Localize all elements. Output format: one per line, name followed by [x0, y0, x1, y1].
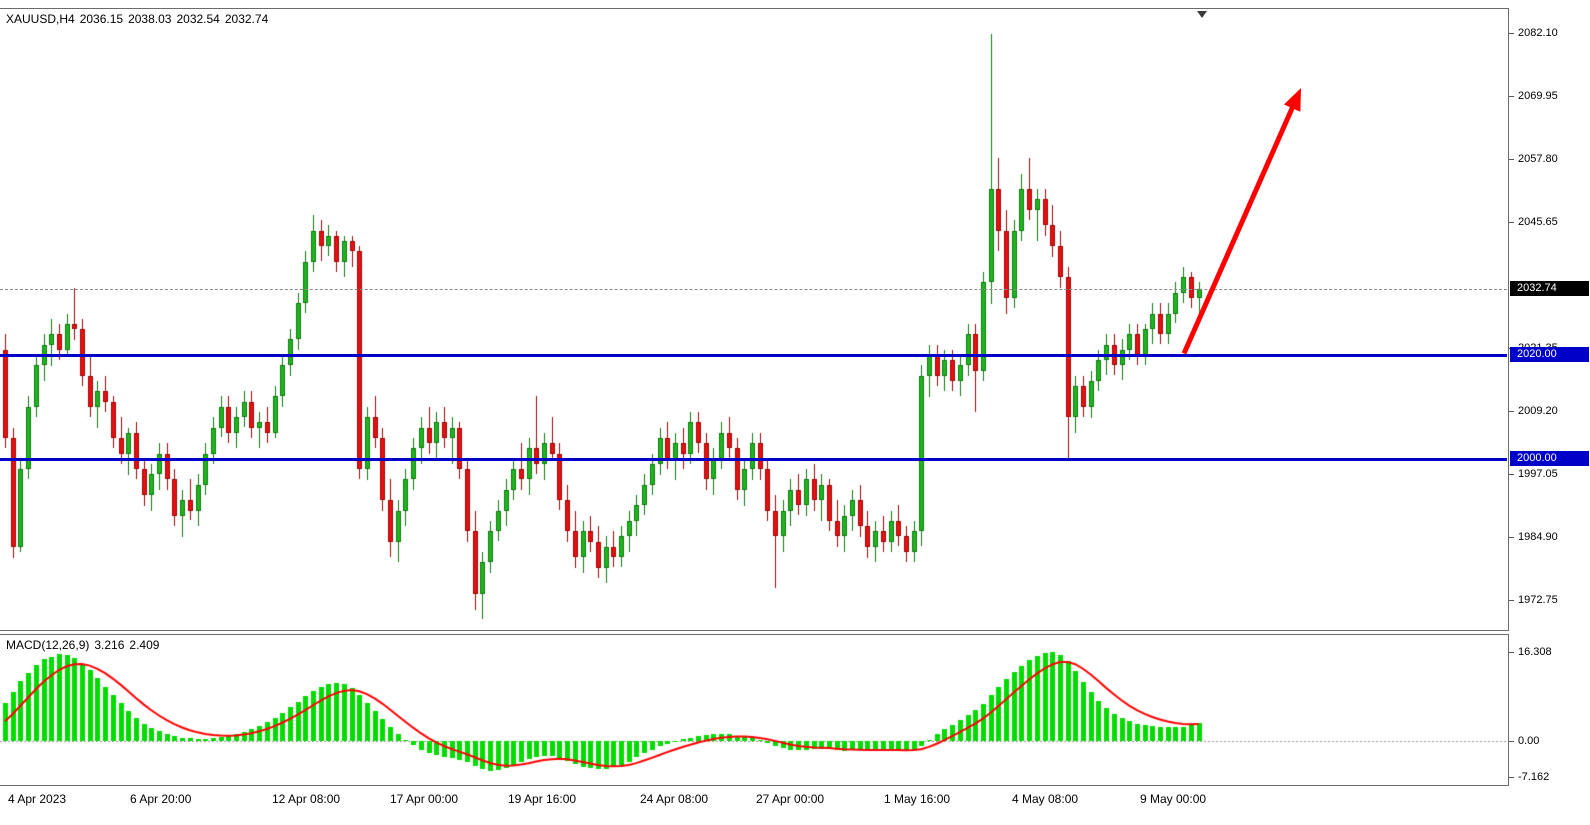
current-price-badge: 2032.74 [1510, 281, 1589, 296]
price-axis[interactable]: 2082.102069.952057.802045.652021.352009.… [1509, 0, 1590, 825]
macd-axis-label: -7.162 [1518, 771, 1550, 783]
candlestick-canvas[interactable] [0, 9, 1507, 630]
macd-axis-tick [1509, 652, 1514, 653]
price-axis-label: 2009.20 [1518, 405, 1558, 417]
horizontal-level-line-2020[interactable] [0, 354, 1507, 357]
close-value: 2032.74 [224, 12, 269, 26]
macd-axis-tick [1509, 741, 1514, 742]
price-axis-tick [1509, 33, 1514, 34]
price-axis-label: 1997.05 [1518, 468, 1558, 480]
price-axis-tick [1509, 411, 1514, 412]
price-axis-tick [1509, 159, 1514, 160]
low-value: 2032.54 [176, 12, 220, 26]
time-axis-label: 6 Apr 20:00 [130, 792, 192, 806]
horizontal-level-line-2000[interactable] [0, 458, 1507, 461]
time-axis[interactable]: 4 Apr 2023 6 Apr 20:00 12 Apr 08:00 17 Apr … [0, 786, 1509, 825]
price-axis-label: 2069.95 [1518, 90, 1558, 102]
time-axis-label: 4 Apr 2023 [8, 792, 67, 806]
macd-name: MACD(12,26,9) [6, 638, 90, 652]
time-axis-label: 4 May 08:00 [1012, 792, 1079, 806]
time-axis-label: 24 Apr 08:00 [640, 792, 709, 806]
time-axis-label: 12 Apr 08:00 [272, 792, 341, 806]
price-axis-label: 1972.75 [1518, 594, 1558, 606]
macd-canvas[interactable] [0, 635, 1507, 785]
chart-shift-marker[interactable] [1197, 11, 1207, 18]
main-chart-panel: XAUUSD,H4 2036.15 2038.03 2032.54 2032.74 [0, 8, 1509, 631]
time-axis-label: 17 Apr 00:00 [390, 792, 459, 806]
macd-axis-tick [1509, 777, 1514, 778]
current-price-dashed-line [0, 289, 1507, 290]
time-axis-label: 1 May 16:00 [884, 792, 951, 806]
level-price-badge: 2020.00 [1510, 347, 1589, 362]
open-value: 2036.15 [79, 12, 124, 26]
macd-indicator-caption: MACD(12,26,9) 3.216 2.409 [6, 638, 164, 652]
price-axis-label: 2045.65 [1518, 216, 1558, 228]
macd-main-value: 3.216 [94, 638, 125, 652]
price-axis-tick [1509, 474, 1514, 475]
macd-axis-label: 0.00 [1518, 735, 1540, 747]
price-axis-label: 2057.80 [1518, 153, 1558, 165]
macd-signal-value: 2.409 [129, 638, 160, 652]
time-axis-label: 27 Apr 00:00 [756, 792, 825, 806]
price-axis-label: 1984.90 [1518, 531, 1558, 543]
time-axis-label: 19 Apr 16:00 [508, 792, 577, 806]
trend-arrow[interactable] [1140, 63, 1340, 383]
symbol-timeframe-label: XAUUSD,H4 [6, 12, 75, 26]
macd-panel: MACD(12,26,9) 3.216 2.409 [0, 634, 1509, 786]
symbol-ohlc-header: XAUUSD,H4 2036.15 2038.03 2032.54 2032.74 [6, 12, 273, 26]
price-axis-tick [1509, 96, 1514, 97]
price-axis-tick [1509, 222, 1514, 223]
macd-axis-label: 16.308 [1518, 646, 1552, 658]
high-value: 2038.03 [128, 12, 172, 26]
time-axis-label: 9 May 00:00 [1140, 792, 1207, 806]
price-axis-label: 2082.10 [1518, 27, 1558, 39]
price-axis-tick [1509, 537, 1514, 538]
price-axis-tick [1509, 600, 1514, 601]
level-price-badge: 2000.00 [1510, 451, 1589, 466]
